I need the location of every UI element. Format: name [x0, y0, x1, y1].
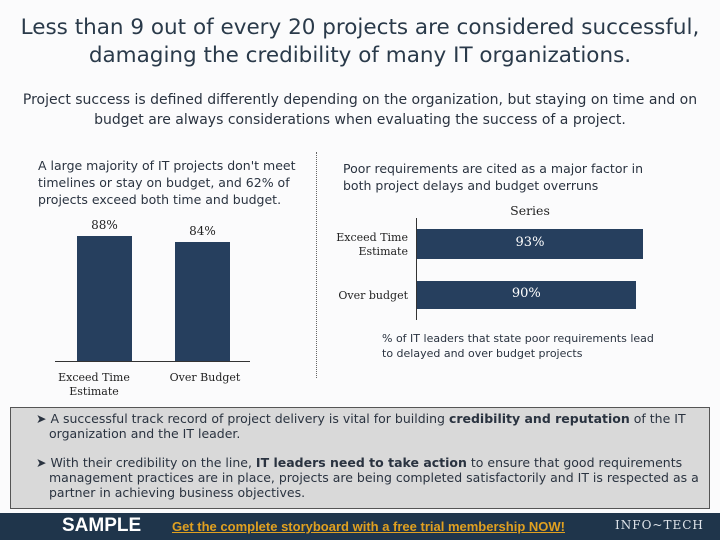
footer-bar: [0, 513, 720, 540]
horizontal-bar-chart: Series 93% 90% Exceed Time Estimate Over…: [336, 203, 654, 360]
data-label: 88%: [91, 218, 118, 233]
left-note: A large majority of IT projects don't me…: [38, 158, 296, 207]
data-label: 93%: [515, 235, 545, 250]
x-axis-label: % of IT leaders that state poor requirem…: [382, 332, 654, 360]
category-label: Exceed Time Estimate: [58, 371, 130, 398]
key-points-box: ➤ A successful track record of project d…: [10, 407, 710, 509]
bar-exceed-time: [77, 236, 132, 361]
slide-subtitle: Project success is defined differently d…: [22, 92, 698, 128]
arrow-bullet-icon: ➤: [36, 411, 47, 426]
slide-title: Less than 9 out of every 20 projects are…: [20, 15, 700, 68]
bar-exceed-time: [417, 229, 643, 259]
right-note: Poor requirements are cited as a major f…: [343, 161, 643, 193]
category-label: Exceed Time Estimate: [336, 231, 408, 258]
info-tech-logo: INFO~TECH: [615, 518, 704, 532]
category-label: Over budget: [338, 289, 408, 302]
bar-over-budget: [175, 241, 230, 361]
y-axis-line: [416, 218, 417, 320]
key-point: ➤ A successful track record of project d…: [36, 411, 686, 441]
data-label: 84%: [189, 223, 216, 238]
key-point: ➤ With their credibility on the line, IT…: [36, 455, 699, 500]
sample-label: SAMPLE: [62, 515, 142, 536]
arrow-bullet-icon: ➤: [36, 455, 47, 470]
trial-membership-link[interactable]: Get the complete storyboard with a free …: [172, 519, 565, 534]
vertical-bar-chart: 88% 84% Exceed Time Estimate Over Budget: [0, 0, 316, 400]
data-label: 90%: [511, 286, 541, 301]
category-label: Over Budget: [169, 371, 241, 384]
x-axis-line: [55, 361, 250, 362]
bar-over-budget: [417, 281, 636, 309]
chart-title: Series: [510, 203, 550, 218]
divider: [316, 152, 317, 378]
